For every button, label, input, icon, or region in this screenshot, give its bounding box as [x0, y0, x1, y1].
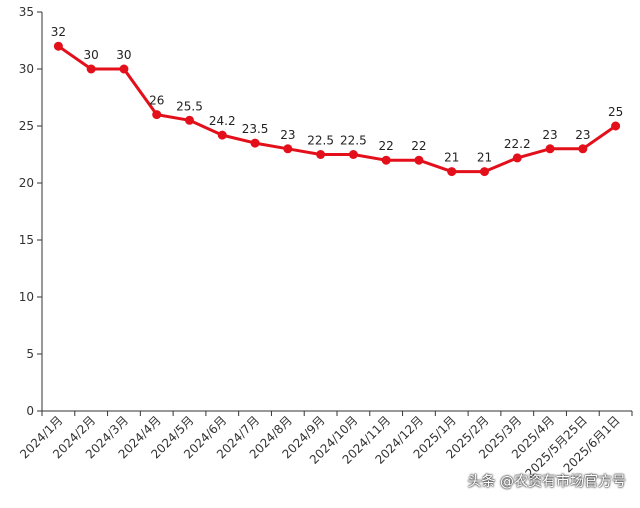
data-label: 22 [411, 139, 426, 153]
data-label: 23 [575, 128, 590, 142]
data-label: 22.2 [504, 137, 531, 151]
y-tick-label: 30 [19, 62, 34, 76]
y-tick-label: 0 [26, 404, 34, 418]
series-line [57, 44, 617, 174]
data-label: 22.5 [340, 134, 367, 148]
data-point [152, 110, 162, 120]
data-label: 26 [149, 94, 164, 108]
data-point [86, 64, 96, 74]
data-point [53, 41, 63, 51]
data-label: 30 [84, 48, 99, 62]
data-point [414, 155, 424, 165]
data-point [119, 64, 129, 74]
data-point [545, 144, 555, 154]
data-point [283, 144, 293, 154]
data-label: 24.2 [209, 114, 236, 128]
data-label: 23 [280, 128, 295, 142]
data-label: 25.5 [176, 99, 203, 113]
data-label: 23 [542, 128, 557, 142]
data-point [447, 167, 457, 177]
data-point [185, 115, 194, 125]
data-point [217, 130, 227, 140]
watermark-text: 头条 @农资有市场官方号 [467, 474, 626, 490]
data-label: 30 [116, 48, 131, 62]
y-tick-label: 20 [19, 176, 34, 190]
data-label: 25 [608, 105, 623, 119]
data-point [381, 155, 391, 165]
data-point [611, 121, 621, 131]
data-point [578, 144, 588, 154]
data-label: 22.5 [307, 134, 334, 148]
data-point [348, 150, 358, 159]
y-tick-label: 35 [19, 5, 34, 19]
data-point [480, 167, 489, 177]
y-tick-label: 5 [26, 347, 34, 361]
axes: 051015202530352024/1月2024/2月2024/3月2024/… [17, 5, 633, 481]
data-label: 21 [477, 151, 492, 165]
data-label: 32 [51, 25, 66, 39]
y-tick-label: 15 [19, 233, 34, 247]
data-label: 21 [444, 151, 459, 165]
series-marks: 32 30 30 26 25.5 24.2 23.5 23 22.5 22.5 22 22 21 21 22… [51, 25, 623, 177]
data-point [512, 153, 522, 163]
data-label: 22 [379, 139, 394, 153]
data-point [316, 150, 326, 159]
data-point [250, 138, 260, 148]
data-label: 23.5 [242, 122, 269, 136]
y-tick-label: 25 [19, 119, 34, 133]
y-tick-label: 10 [19, 290, 34, 304]
